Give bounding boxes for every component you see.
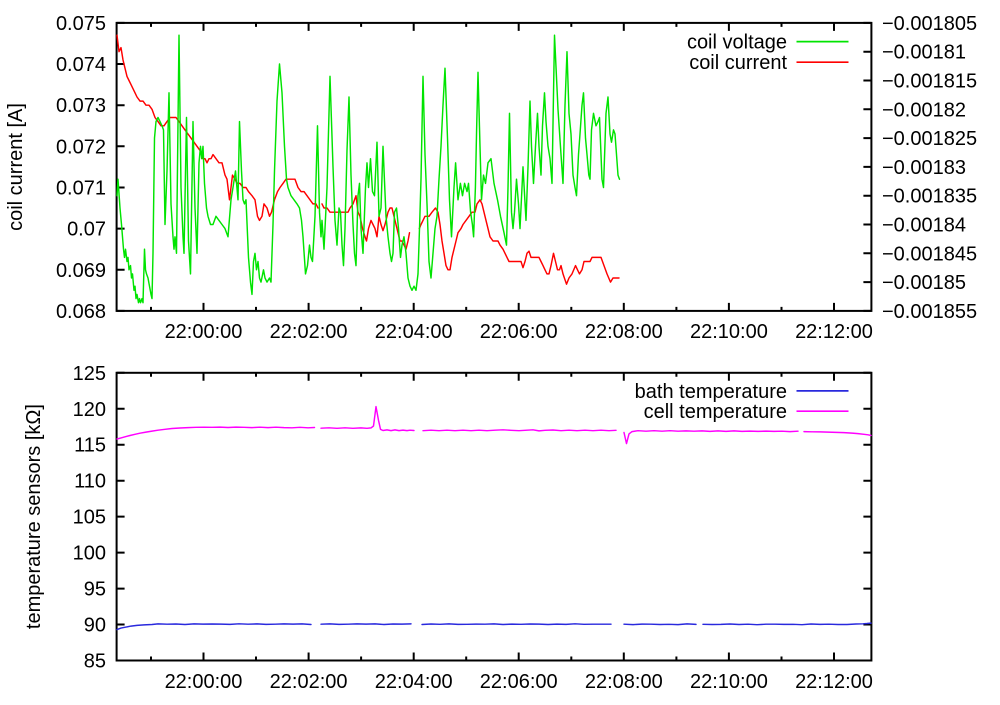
svg-text:−0.001825: −0.001825 — [882, 128, 977, 150]
svg-text:22:04:00: 22:04:00 — [375, 321, 453, 343]
svg-text:22:06:00: 22:06:00 — [480, 321, 558, 343]
svg-text:−0.001845: −0.001845 — [882, 243, 977, 265]
svg-text:coil voltage: coil voltage — [687, 32, 787, 54]
svg-text:22:00:00: 22:00:00 — [165, 671, 243, 693]
svg-text:coil current: coil current — [689, 52, 787, 74]
svg-text:−0.001805: −0.001805 — [882, 13, 977, 35]
svg-text:−0.00182: −0.00182 — [882, 99, 966, 121]
svg-text:125: 125 — [73, 363, 106, 385]
svg-text:22:00:00: 22:00:00 — [165, 321, 243, 343]
svg-text:120: 120 — [73, 399, 106, 421]
svg-text:cell temperature: cell temperature — [644, 401, 787, 423]
svg-text:−0.001835: −0.001835 — [882, 186, 977, 208]
svg-text:bath temperature: bath temperature — [635, 381, 787, 403]
svg-text:110: 110 — [74, 471, 106, 493]
svg-text:95: 95 — [84, 579, 106, 601]
svg-text:22:04:00: 22:04:00 — [375, 671, 453, 693]
svg-text:22:12:00: 22:12:00 — [795, 321, 873, 343]
svg-text:0.075: 0.075 — [56, 13, 106, 35]
svg-text:22:02:00: 22:02:00 — [270, 671, 348, 693]
svg-text:105: 105 — [73, 507, 106, 529]
svg-text:−0.00185: −0.00185 — [882, 272, 966, 294]
svg-text:−0.00181: −0.00181 — [882, 42, 966, 64]
svg-text:22:08:00: 22:08:00 — [585, 671, 663, 693]
svg-text:0.072: 0.072 — [56, 136, 106, 158]
svg-text:0.07: 0.07 — [67, 219, 106, 241]
svg-text:coil current [A]: coil current [A] — [5, 103, 27, 231]
svg-text:0.068: 0.068 — [56, 301, 106, 323]
svg-text:22:08:00: 22:08:00 — [585, 321, 663, 343]
svg-text:22:10:00: 22:10:00 — [690, 321, 768, 343]
svg-text:0.069: 0.069 — [56, 260, 106, 282]
svg-text:−0.00184: −0.00184 — [882, 215, 966, 237]
svg-text:temperature sensors [kΩ]: temperature sensors [kΩ] — [23, 404, 45, 629]
svg-text:0.074: 0.074 — [56, 54, 106, 76]
svg-text:0.073: 0.073 — [56, 95, 106, 117]
svg-text:100: 100 — [73, 543, 106, 565]
svg-text:22:02:00: 22:02:00 — [270, 321, 348, 343]
svg-text:−0.001855: −0.001855 — [882, 301, 977, 323]
svg-text:−0.001815: −0.001815 — [882, 71, 977, 93]
svg-text:115: 115 — [74, 435, 106, 457]
svg-text:22:12:00: 22:12:00 — [795, 671, 873, 693]
svg-text:85: 85 — [84, 651, 106, 673]
svg-text:90: 90 — [84, 615, 106, 637]
svg-text:0.071: 0.071 — [56, 178, 106, 200]
svg-text:−0.00183: −0.00183 — [882, 157, 966, 179]
svg-text:22:10:00: 22:10:00 — [690, 671, 768, 693]
svg-text:22:06:00: 22:06:00 — [480, 671, 558, 693]
